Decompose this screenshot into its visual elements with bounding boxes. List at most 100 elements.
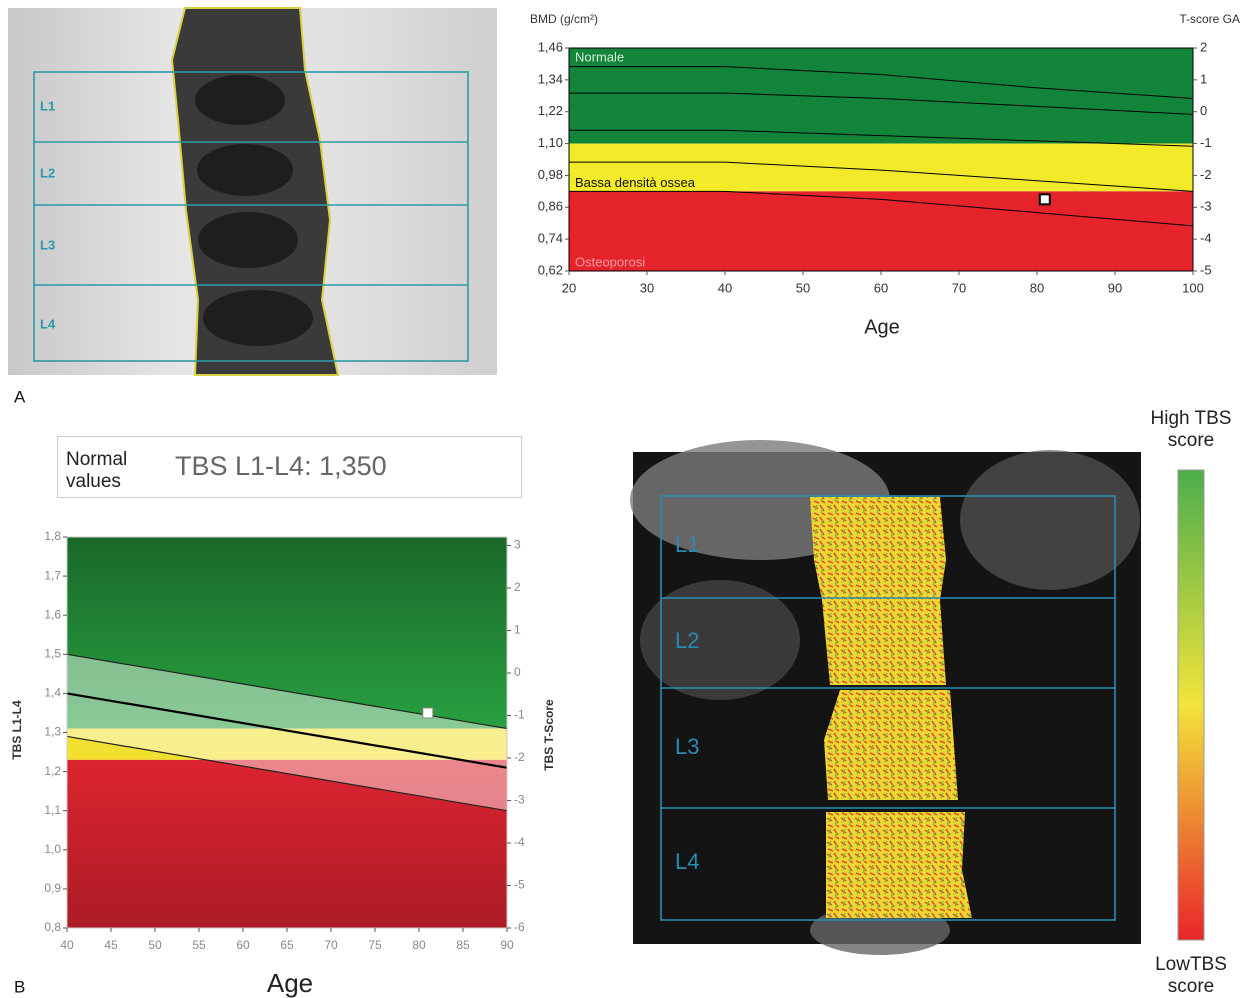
reference-curve [569, 92, 1194, 115]
reference-curve [569, 66, 1194, 99]
x-tick-label: 100 [1182, 280, 1204, 295]
y-axis-label: TBS L1-L4 [10, 700, 24, 760]
zone [569, 191, 1193, 271]
tbs-image [630, 440, 1141, 955]
data-point [422, 707, 434, 719]
zone-shade [67, 537, 507, 729]
colorbar-high-label: High TBS score [1150, 408, 1232, 451]
panel-label: B [14, 977, 25, 996]
x-tick-label: 40 [718, 280, 732, 295]
zone-shade [67, 759, 507, 928]
reference-curve [569, 190, 1194, 227]
x-tick-label: 80 [1030, 280, 1044, 295]
zone [569, 48, 1193, 144]
y2-tick-label: 3 [514, 538, 521, 552]
y-tick-label: 1,7 [44, 568, 61, 582]
reference-curve [66, 735, 508, 812]
reference-curve [66, 653, 508, 730]
y2-axis-label: TBS T-Score [542, 699, 556, 771]
label-line: Normal [66, 449, 128, 470]
y2-tick-label: 1 [1200, 71, 1207, 86]
y2-tick-label: -2 [1200, 167, 1212, 182]
x-axis-label: Age [864, 316, 900, 338]
tbs-image-label: L2 [675, 628, 699, 653]
y2-tick-label: -5 [514, 878, 525, 892]
y-tick-label: 0,98 [538, 167, 563, 182]
reference-curve [569, 161, 1194, 192]
tbs-image-label: L3 [675, 734, 699, 759]
y-tick-label: 0,74 [538, 231, 563, 246]
y-tick-label: 1,3 [44, 725, 61, 739]
colorbar [1177, 469, 1205, 941]
x-tick-label: 20 [562, 280, 576, 295]
y2-tick-label: -4 [1200, 231, 1212, 246]
tbs-image-label: L1 [675, 532, 699, 557]
y2-tick-label: -4 [514, 835, 525, 849]
y-tick-label: 1,2 [44, 764, 61, 778]
xray-label: L2 [40, 165, 55, 180]
y-tick-label: 1,46 [538, 39, 563, 54]
y2-tick-label: 0 [514, 665, 521, 679]
x-tick-label: 60 [874, 280, 888, 295]
x-tick-label: 70 [324, 938, 338, 952]
reference-curve [569, 129, 1194, 147]
zone-label: Bassa densità ossea [575, 175, 696, 190]
y2-tick-label: -6 [514, 920, 525, 934]
tbs-image-label: L4 [675, 849, 699, 874]
xray-image [8, 7, 497, 376]
x-tick-label: 45 [104, 938, 118, 952]
tbs-value-box: Normal values TBS L1-L4: 1,350 [57, 436, 522, 498]
x-tick-label: 80 [412, 938, 426, 952]
colorbar-low-label: LowTBS score [1155, 954, 1227, 997]
y-tick-label: 0,8 [44, 920, 61, 934]
label-line: values [66, 471, 121, 492]
reference-curve [66, 692, 508, 769]
y-tick-label: 0,9 [44, 881, 61, 895]
y-tick-label: 1,0 [44, 842, 61, 856]
y2-tick-label: -2 [514, 750, 525, 764]
panel-label: A [14, 387, 26, 406]
y-tick-label: 1,22 [538, 103, 563, 118]
x-tick-label: 90 [1108, 280, 1122, 295]
reference-band [67, 654, 507, 811]
tbs-value: TBS L1-L4: 1,350 [175, 451, 387, 481]
y-tick-label: 1,5 [44, 646, 61, 660]
x-tick-label: 50 [796, 280, 810, 295]
y-axis-label: BMD (g/cm²) [530, 12, 598, 26]
zone-label: Normale [575, 49, 624, 64]
xray-label: L1 [40, 98, 55, 113]
y2-tick-label: 0 [1200, 103, 1207, 118]
y2-tick-label: -3 [514, 793, 525, 807]
zone-label: Osteoporosi [575, 254, 645, 269]
x-tick-label: 90 [500, 938, 514, 952]
x-tick-label: 30 [640, 280, 654, 295]
y2-tick-label: -1 [1200, 135, 1212, 150]
y-tick-label: 0,86 [538, 199, 563, 214]
y-tick-label: 1,1 [44, 803, 61, 817]
x-tick-label: 85 [456, 938, 470, 952]
data-point [1038, 193, 1051, 206]
y-tick-label: 1,10 [538, 135, 563, 150]
y-tick-label: 1,6 [44, 607, 61, 621]
y-tick-label: 1,8 [44, 529, 61, 543]
zone [569, 143, 1193, 192]
x-tick-label: 65 [280, 938, 294, 952]
x-tick-label: 55 [192, 938, 206, 952]
y2-tick-label: 2 [1200, 39, 1207, 54]
xray-label: L3 [40, 237, 55, 252]
y2-tick-label: 1 [514, 623, 521, 637]
x-axis-label: Age [267, 968, 313, 998]
x-tick-label: 75 [368, 938, 382, 952]
y2-tick-label: 2 [514, 580, 521, 594]
y2-tick-label: -3 [1200, 199, 1212, 214]
y2-tick-label: -5 [1200, 262, 1212, 277]
y-tick-label: 0,62 [538, 262, 563, 277]
y2-axis-label: T-score GA [1179, 12, 1240, 26]
tbs-box-label: Normal values [66, 449, 127, 493]
x-tick-label: 40 [60, 938, 74, 952]
x-tick-label: 60 [236, 938, 250, 952]
x-tick-label: 70 [952, 280, 966, 295]
y-tick-label: 1,4 [44, 686, 61, 700]
